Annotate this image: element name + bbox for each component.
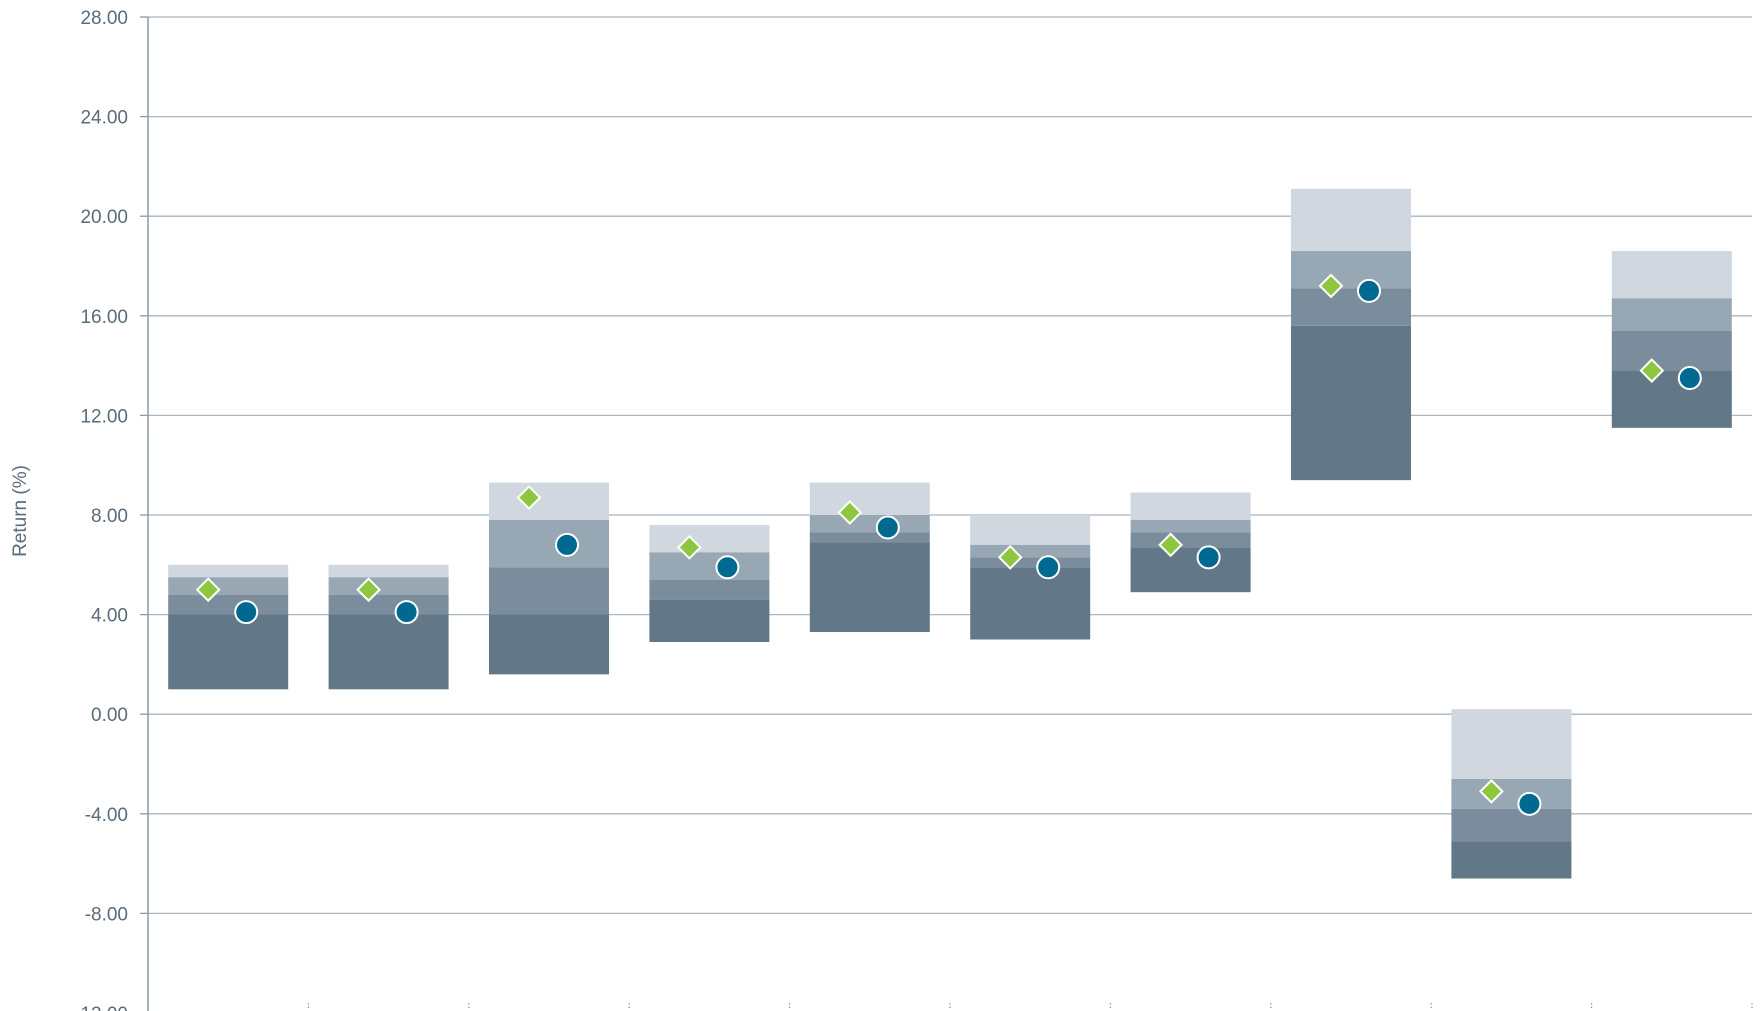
bar-band-upper (649, 552, 770, 580)
bar-band-lower (328, 594, 449, 615)
y-tick-label: 28.00 (80, 8, 128, 29)
bar-band-upper (970, 544, 1091, 558)
bar-band-upper (1611, 298, 1732, 331)
bar-band-upper (809, 515, 930, 533)
circle-marker (875, 515, 900, 540)
circle-marker (1036, 555, 1061, 580)
bar-band-lower (1130, 532, 1251, 548)
bar-band-top (809, 482, 930, 515)
circle-marker (555, 532, 579, 557)
bar-band-lower (1611, 330, 1732, 371)
circle-marker (1517, 791, 1542, 816)
bar-group (1611, 251, 1732, 428)
bar-band-bottom (489, 614, 609, 675)
bar-group (489, 482, 609, 675)
bar-band-top (1130, 492, 1251, 520)
diamond-marker (195, 577, 221, 603)
bar-band-top (328, 564, 449, 578)
diamond-marker (1478, 778, 1504, 804)
diamond-marker (997, 544, 1023, 570)
bar-group (328, 564, 449, 690)
bar-band-lower (970, 557, 1091, 568)
bar-band-top (970, 515, 1091, 545)
y-tick-label: 0.00 (91, 705, 128, 726)
circle-marker (1677, 366, 1702, 391)
bar-band-bottom (970, 567, 1091, 640)
circle-marker (1196, 545, 1221, 570)
bar-band-bottom (1611, 370, 1732, 428)
circle-marker (394, 600, 419, 625)
bar-group (970, 515, 1091, 640)
y-tick-label: 16.00 (80, 307, 128, 328)
bar-band-lower (1291, 288, 1411, 326)
bar-group (809, 482, 930, 633)
circle-marker (234, 600, 259, 625)
diamond-marker (1158, 532, 1184, 558)
bar-band-upper (1130, 519, 1251, 533)
bar-band-bottom (168, 614, 289, 690)
y-tick-label: 8.00 (91, 506, 128, 527)
bar-band-lower (649, 579, 770, 600)
circle-marker (715, 555, 740, 580)
diamond-marker (837, 500, 863, 525)
bar-band-top (649, 524, 770, 553)
bar-group (1291, 188, 1411, 481)
bar-band-bottom (1130, 547, 1251, 593)
bar-band-upper (168, 577, 289, 595)
bar-band-top (1451, 709, 1572, 779)
bar-band-top (1291, 188, 1411, 252)
bar-group (1130, 492, 1251, 593)
axes (140, 16, 1753, 1011)
bar-band-lower (489, 567, 609, 615)
y-tick-label: 12.00 (80, 406, 128, 427)
diamond-marker (676, 534, 702, 560)
diamond-marker (516, 485, 542, 510)
circle-marker (1357, 278, 1381, 303)
y-tick-label: 24.00 (80, 108, 128, 129)
markers (195, 273, 1702, 816)
bar-band-lower (1451, 808, 1572, 842)
y-tick-labels: 28.00 24.00 20.00 16.00 12.00 8.00 4.00 0.00 -4.… (74, 8, 128, 1011)
y-tick-label: -12.00 (74, 1004, 128, 1011)
y-tick-label: 20.00 (80, 207, 128, 228)
bar-band-bottom (1451, 841, 1572, 879)
bar-band-top (168, 564, 289, 578)
bar-group (1451, 709, 1572, 879)
bar-band-upper (328, 577, 449, 595)
bar-band-top (1611, 251, 1732, 299)
bar-band-upper (1451, 778, 1572, 809)
bar-band-bottom (809, 542, 930, 633)
diamond-marker (1639, 358, 1665, 383)
bar-band-bottom (649, 599, 770, 642)
y-tick-label: 4.00 (91, 606, 128, 627)
bar-band-bottom (1291, 325, 1411, 481)
y-tick-label: -4.00 (85, 805, 128, 826)
diamond-marker (356, 577, 382, 603)
bar-band-upper (1291, 251, 1411, 289)
y-axis-title: Return (%) (10, 465, 31, 557)
bar-band-bottom (328, 614, 449, 690)
bar-band-upper (489, 519, 609, 568)
bar-band-lower (168, 594, 289, 615)
bar-band-top (489, 482, 609, 520)
bars (168, 188, 1732, 879)
diamond-marker (1318, 273, 1344, 299)
y-tick-label: -8.00 (85, 904, 128, 925)
bar-band-lower (809, 532, 930, 543)
bar-group (649, 524, 770, 642)
bar-group (168, 564, 289, 690)
